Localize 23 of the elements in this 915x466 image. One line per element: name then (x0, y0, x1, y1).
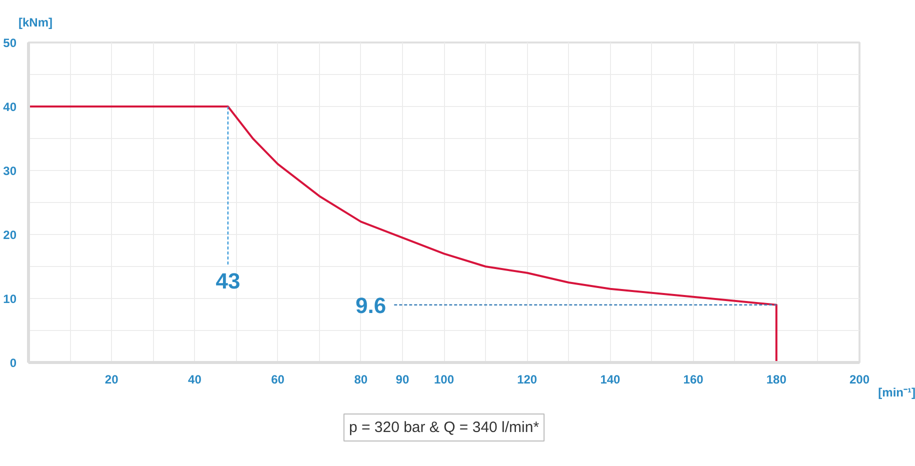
x-tick-label: 80 (354, 372, 368, 386)
y-tick-label: 10 (3, 292, 17, 306)
x-tick-label: 20 (104, 372, 119, 386)
annotation: 9.6 (356, 292, 386, 318)
x-tick-label: 60 (271, 372, 285, 386)
x-axis-title: [min⁻¹] (878, 386, 915, 400)
y-tick-label: 30 (3, 164, 17, 178)
y-tick-label: 20 (3, 228, 17, 242)
y-tick-label: 50 (3, 36, 17, 50)
annotation: 43 (216, 268, 240, 294)
x-tick-label: 160 (683, 372, 704, 386)
y-tick-label: 0 (10, 356, 17, 370)
y-tick-label: 40 (3, 100, 17, 114)
x-tick-label: 90 (396, 372, 410, 386)
x-tick-label: 140 (600, 372, 621, 386)
x-tick-label: 100 (434, 372, 454, 386)
x-tick-label: 200 (849, 372, 870, 386)
x-tick-label: 180 (766, 372, 787, 386)
line-series (28, 106, 778, 362)
x-tick-label: 40 (188, 372, 202, 386)
text: p = 320 bar & Q = 340 l/min* (348, 419, 540, 436)
x-tick-label: 120 (517, 372, 538, 386)
y-axis-title: [kNm] (18, 16, 53, 30)
